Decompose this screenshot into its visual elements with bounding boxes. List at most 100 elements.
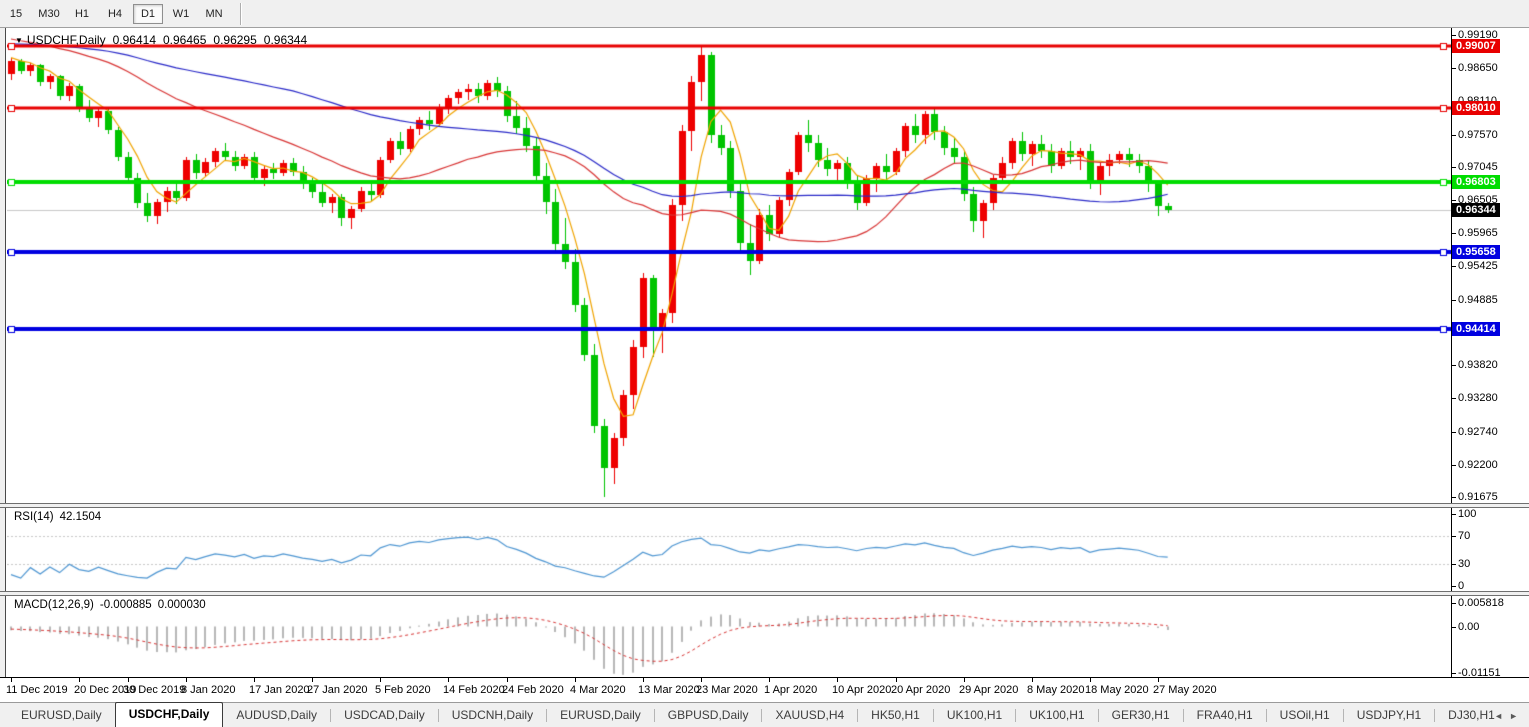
price-tick-0.99190: 0.99190 <box>1458 29 1498 41</box>
tab-ger30-h1[interactable]: GER30,H1 <box>1111 708 1170 722</box>
rsi-tick-70-mark <box>1451 536 1456 537</box>
timeframe-button-15[interactable]: 15 <box>9 7 23 20</box>
tab-uk100-h1[interactable]: UK100,H1 <box>1029 708 1085 722</box>
rsi-indicator-label: RSI(14) 42.1504 <box>14 511 101 523</box>
price-tick-0.95965: 0.95965 <box>1458 227 1498 239</box>
price-tick-0.93280: 0.93280 <box>1458 392 1498 404</box>
ohlc-low: 0.96295 <box>213 33 257 47</box>
pane-splitter-rsi[interactable] <box>0 503 1529 508</box>
toolbar-separator <box>240 2 242 25</box>
macd-tick--0.01151-mark <box>1451 673 1456 674</box>
price-tick-0.95965-mark <box>1451 233 1456 234</box>
tab-audusd-daily[interactable]: AUDUSD,Daily <box>236 708 318 722</box>
price-tick-0.98650-mark <box>1451 68 1456 69</box>
price-tick-0.94885-mark <box>1451 300 1456 301</box>
date-tick-17-Jan-2020: 17 Jan 2020 <box>249 684 310 696</box>
date-tick-20-Apr-2020: 20 Apr 2020 <box>891 684 951 696</box>
macd-indicator-canvas[interactable] <box>7 596 1451 677</box>
hline-price-badge-0.96803: 0.96803 <box>1452 175 1500 189</box>
macd-signal-value: 0.000030 <box>157 599 206 611</box>
date-tick-mark <box>11 678 12 682</box>
tab-separator <box>932 708 934 722</box>
tab-hk50-h1[interactable]: HK50,H1 <box>871 708 920 722</box>
price-tick-0.94885: 0.94885 <box>1458 294 1498 306</box>
date-tick-5-Feb-2020: 5 Feb 2020 <box>375 684 431 696</box>
price-tick-0.93820-mark <box>1451 365 1456 366</box>
date-tick-mark <box>701 678 702 682</box>
macd-tick--0.01151: -0.01151 <box>1458 667 1501 679</box>
ohlc-close: 0.96344 <box>263 33 308 47</box>
macd-tick-0.00: 0.00 <box>1458 621 1480 633</box>
date-tick-mark <box>1090 678 1091 682</box>
price-axis-line <box>1451 28 1452 677</box>
date-tick-mark <box>896 678 897 682</box>
tab-scroll-left-icon[interactable]: ◄ <box>1494 711 1510 721</box>
tab-usoil-h1[interactable]: USOil,H1 <box>1279 708 1330 722</box>
symbol-tab-bar: EURUSD,Daily USDCHF,Daily AUDUSD,Daily USDC… <box>0 702 1529 727</box>
timeframe-button-h1[interactable]: H1 <box>74 7 90 20</box>
tab-usdcnh-daily[interactable]: USDCNH,Daily <box>451 708 534 722</box>
price-tick-0.92200-mark <box>1451 465 1456 466</box>
pane-splitter-macd[interactable] <box>0 591 1529 596</box>
rsi-tick-100: 100 <box>1458 508 1477 520</box>
tab-usdcad-daily[interactable]: USDCAD,Daily <box>344 708 425 722</box>
price-chart-canvas[interactable] <box>7 28 1451 503</box>
symbol-dropdown-icon[interactable]: ▼ <box>15 36 23 45</box>
tab-separator <box>1097 708 1099 722</box>
date-tick-4-Mar-2020: 4 Mar 2020 <box>570 684 626 696</box>
timeframe-button-m30[interactable]: M30 <box>38 7 60 20</box>
hline-price-badge-0.98010: 0.98010 <box>1452 101 1500 115</box>
hline-price-badge-0.94414: 0.94414 <box>1452 322 1500 336</box>
tab-separator <box>437 708 439 722</box>
ohlc-open: 0.96414 <box>112 33 156 47</box>
date-tick-mark <box>380 678 381 682</box>
tab-separator <box>761 708 763 722</box>
tab-gbpusd-daily[interactable]: GBPUSD,Daily <box>667 708 749 722</box>
ohlc-high: 0.96465 <box>163 33 207 47</box>
rsi-tick-30: 30 <box>1458 558 1471 570</box>
tab-xauusd-h4[interactable]: XAUUSD,H4 <box>775 708 845 722</box>
date-tick-1-Apr-2020: 1 Apr 2020 <box>764 684 818 696</box>
date-tick-mark <box>79 678 80 682</box>
hline-price-badge-0.99007: 0.99007 <box>1452 39 1500 53</box>
tab-scroll-right-icon[interactable]: ► <box>1509 711 1524 721</box>
rsi-indicator-canvas[interactable] <box>7 508 1451 591</box>
date-tick-29-Apr-2020: 29 Apr 2020 <box>959 684 1019 696</box>
timeframe-button-mn[interactable]: MN <box>205 7 223 20</box>
date-tick-23-Mar-2020: 23 Mar 2020 <box>696 684 758 696</box>
current-price-badge: 0.96344 <box>1452 203 1500 217</box>
date-tick-mark <box>254 678 255 682</box>
tab-usdchf-daily[interactable]: USDCHF,Daily <box>114 702 224 727</box>
tab-eurusd-daily[interactable]: EURUSD,Daily <box>21 708 102 722</box>
date-tick-27-May-2020: 27 May 2020 <box>1153 684 1217 696</box>
price-tick-0.99190-mark <box>1451 35 1456 36</box>
macd-tick-0.005818: 0.005818 <box>1458 597 1504 609</box>
date-tick-mark <box>1158 678 1159 682</box>
price-tick-0.93820: 0.93820 <box>1458 359 1498 371</box>
macd-main-value: -0.000885 <box>99 599 152 611</box>
date-axis[interactable]: 11 Dec 2019 20 Dec 2019 30 Dec 2019 8 Jan 2… <box>0 677 1529 702</box>
price-tick-0.95425: 0.95425 <box>1458 260 1498 272</box>
timeframe-button-d1[interactable]: D1 <box>133 3 163 24</box>
chart-title: ▼ USDCHF,Daily 0.96414 0.96465 0.96295 0.9634… <box>15 33 307 47</box>
tab-separator <box>330 708 332 722</box>
price-tick-0.92740-mark <box>1451 432 1456 433</box>
price-tick-0.96505-mark <box>1451 200 1456 201</box>
date-tick-mark <box>964 678 965 682</box>
date-tick-mark <box>312 678 313 682</box>
date-tick-8-Jan-2020: 8 Jan 2020 <box>181 684 236 696</box>
tab-uk100-h1[interactable]: UK100,H1 <box>946 708 1003 722</box>
timeframe-button-h4[interactable]: H4 <box>107 7 123 20</box>
tab-usdjpy-h1[interactable]: USDJPY,H1 <box>1356 708 1422 722</box>
tab-eurusd-daily[interactable]: EURUSD,Daily <box>560 708 641 722</box>
hline-price-badge-0.95658: 0.95658 <box>1452 245 1500 259</box>
rsi-tick-100-mark <box>1451 514 1456 515</box>
rsi-tick-0: 0 <box>1458 580 1465 592</box>
tab-fra40-h1[interactable]: FRA40,H1 <box>1196 708 1253 722</box>
price-tick-0.92740: 0.92740 <box>1458 426 1498 438</box>
price-tick-0.92200: 0.92200 <box>1458 459 1498 471</box>
date-tick-mark <box>507 678 508 682</box>
tab-dj30-h1[interactable]: DJ30,H1 <box>1448 708 1495 722</box>
timeframe-button-w1[interactable]: W1 <box>172 7 190 20</box>
price-tick-0.97045: 0.97045 <box>1458 161 1498 173</box>
